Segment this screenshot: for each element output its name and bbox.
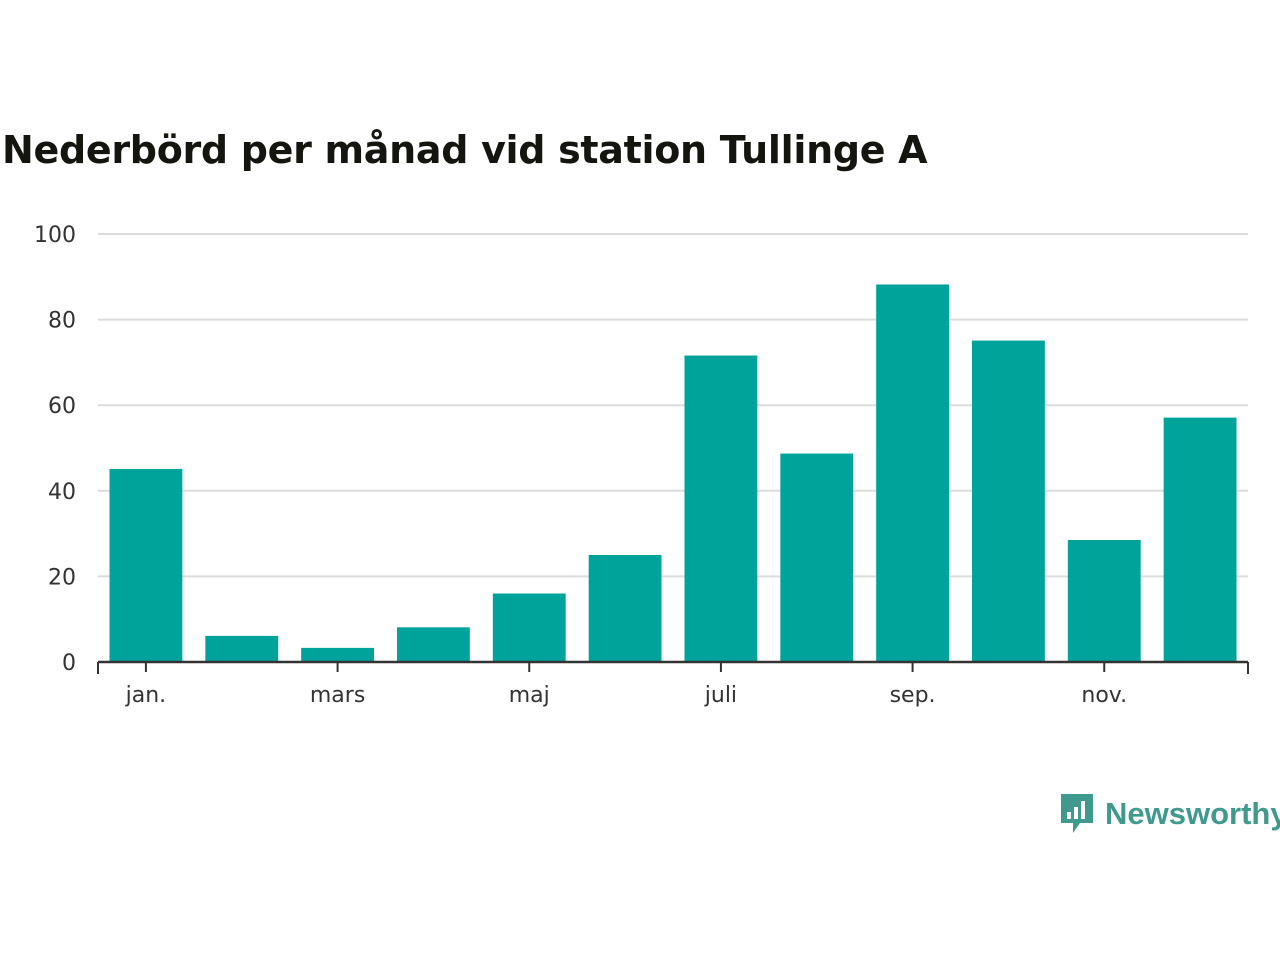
x-tick-label: maj: [509, 683, 550, 708]
y-tick-label: 100: [34, 223, 76, 248]
bar-aug[interactable]: [780, 453, 854, 662]
y-tick-label: 20: [48, 565, 76, 590]
x-tick-label: nov.: [1081, 683, 1127, 708]
x-tick-label: mars: [310, 683, 365, 708]
x-tick-label: juli: [704, 683, 737, 708]
x-tick-label: sep.: [890, 683, 936, 708]
bar-feb[interactable]: [205, 635, 279, 662]
bar-sep[interactable]: [876, 284, 949, 662]
bar-juni[interactable]: [588, 555, 662, 662]
chart-title: Nederbörd per månad vid station Tullinge…: [2, 128, 928, 172]
newsworthy-logo-icon: [1061, 794, 1093, 833]
gridlines: [98, 233, 1248, 578]
bars: [109, 284, 1237, 662]
bar-dec[interactable]: [1163, 417, 1237, 662]
bar-nov[interactable]: [1067, 540, 1141, 662]
y-tick-label: 40: [48, 480, 76, 505]
bar-apr[interactable]: [397, 627, 470, 662]
x-tick-label: jan.: [125, 683, 167, 708]
y-tick-label: 80: [48, 309, 76, 334]
y-tick-labels: 0 20 40 60 80 100: [34, 223, 76, 676]
axes: [97, 660, 1249, 674]
x-tick-labels: jan. mars maj juli sep. nov.: [125, 683, 1127, 708]
y-tick-label: 0: [62, 651, 76, 676]
bar-maj[interactable]: [492, 593, 566, 662]
newsworthy-logo[interactable]: Newsworthy: [1059, 792, 1280, 836]
bar-jan[interactable]: [109, 468, 183, 662]
bar-mars[interactable]: [301, 647, 374, 662]
bar-juli[interactable]: [684, 355, 758, 662]
newsworthy-logo-text: Newsworthy: [1105, 796, 1280, 831]
bar-okt[interactable]: [972, 340, 1045, 662]
y-tick-label: 60: [48, 394, 76, 419]
